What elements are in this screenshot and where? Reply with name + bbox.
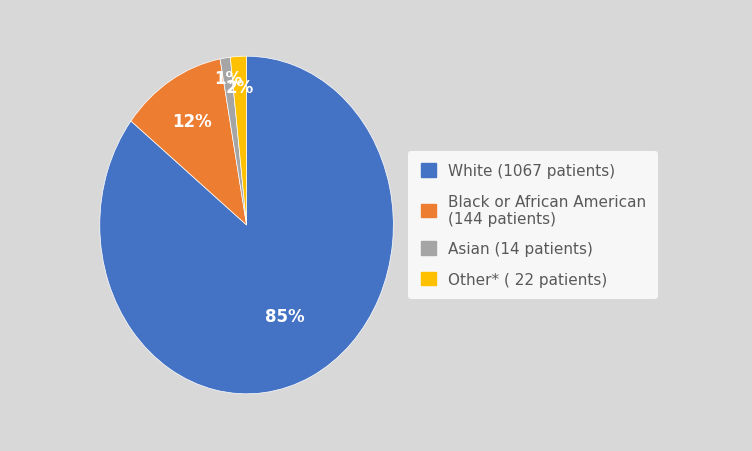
Text: 12%: 12%	[172, 113, 212, 131]
Wedge shape	[131, 60, 247, 226]
Wedge shape	[230, 57, 247, 226]
Text: 1%: 1%	[214, 70, 242, 88]
Text: 2%: 2%	[226, 78, 254, 97]
Text: 85%: 85%	[265, 308, 305, 325]
Wedge shape	[220, 58, 247, 226]
Wedge shape	[100, 57, 393, 394]
Legend: White (1067 patients), Black or African American
(144 patients), Asian (14 patie: White (1067 patients), Black or African …	[408, 152, 659, 299]
